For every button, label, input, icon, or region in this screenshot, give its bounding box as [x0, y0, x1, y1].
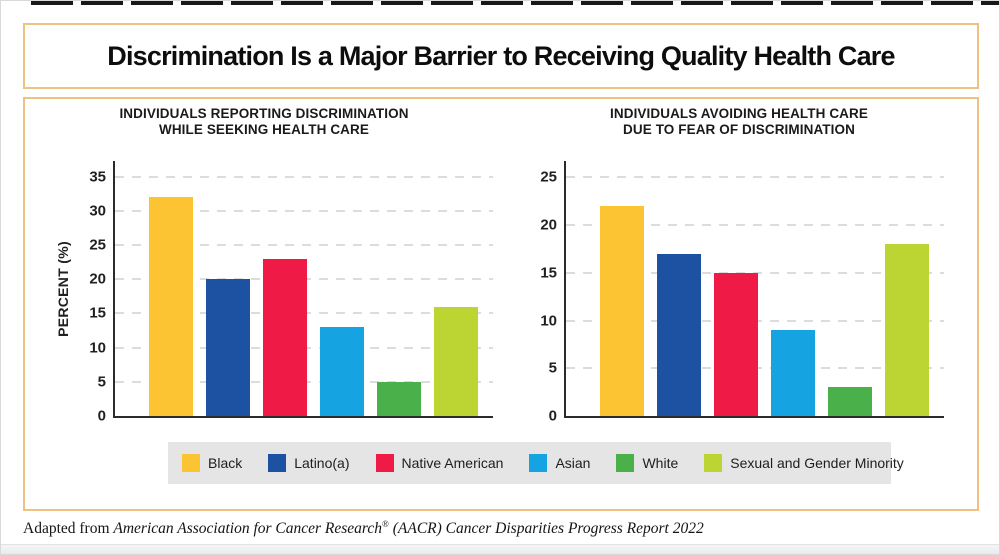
right-chart-yaxis-ticks: 0 5 10 15 20 25	[507, 161, 557, 424]
bar-black	[149, 197, 193, 416]
left-chart-yaxis-ticks: 0 5 10 15 20 25 30 35	[56, 161, 106, 423]
legend-label: Asian	[555, 455, 591, 471]
y-tick-label: 0	[97, 407, 106, 425]
bar-latino-a-	[206, 279, 250, 416]
citation-prefix: Adapted from	[23, 520, 114, 538]
legend-label: Black	[208, 455, 243, 471]
legend-swatch-latino-a-	[268, 454, 287, 472]
legend-label: Latino(a)	[294, 455, 350, 471]
gridline	[115, 209, 493, 212]
legend-item: Sexual and Gender Minority	[704, 454, 904, 472]
left-chart-title-line1: INDIVIDUALS REPORTING DISCRIMINATION	[119, 106, 409, 121]
legend-swatch-asian	[529, 454, 548, 472]
y-tick-label: 30	[89, 202, 106, 220]
y-tick-label: 5	[548, 359, 557, 377]
legend-item: White	[616, 454, 678, 472]
legend-swatch-sexual-and-gender-minority	[704, 454, 723, 472]
bar-native-american	[714, 272, 758, 416]
right-chart-plot	[564, 161, 944, 418]
legend: Black Latino(a) Native American Asian White S…	[168, 442, 904, 484]
bar-asian	[320, 327, 364, 416]
y-tick-label: 20	[540, 216, 557, 234]
gridline	[566, 224, 944, 226]
left-chart-title-line2: WHILE SEEKING HEALTH CARE	[158, 122, 369, 137]
top-edge-artifact	[31, 1, 999, 5]
gridline	[115, 244, 493, 247]
y-tick-label: 15	[89, 304, 106, 322]
registered-trademark-symbol: ®	[382, 519, 389, 529]
gridline	[566, 176, 944, 179]
bar-sexual-and-gender-minority	[885, 244, 929, 416]
legend-item: Native American	[375, 454, 504, 472]
bar-native-american	[263, 258, 307, 416]
bar-latino-a-	[657, 253, 701, 416]
citation-report: (AACR) Cancer Disparities Progress Repor…	[388, 520, 704, 538]
left-chart-title: INDIVIDUALS REPORTING DISCRIMINATION WHI…	[25, 106, 503, 138]
gridline	[115, 175, 493, 178]
right-chart-title: INDIVIDUALS AVOIDING HEALTH CARE DUE TO …	[503, 106, 975, 138]
y-tick-label: 25	[540, 168, 557, 186]
charts-panel: INDIVIDUALS REPORTING DISCRIMINATION WHI…	[23, 97, 979, 511]
right-chart-title-line2: DUE TO FEAR OF DISCRIMINATION	[623, 122, 855, 137]
bar-white	[828, 387, 872, 416]
bar-white	[377, 381, 421, 416]
right-chart-title-line1: INDIVIDUALS AVOIDING HEALTH CARE	[610, 106, 868, 121]
legend-swatch-native-american	[375, 454, 394, 472]
legend-swatch-black	[182, 454, 200, 472]
bar-asian	[771, 330, 815, 416]
source-citation: Adapted from American Association for Ca…	[23, 519, 704, 538]
y-tick-label: 20	[89, 270, 106, 288]
y-tick-label: 35	[89, 168, 106, 186]
bottom-edge-band	[1, 544, 999, 554]
legend-label: Sexual and Gender Minority	[730, 455, 904, 471]
y-tick-label: 10	[89, 339, 106, 357]
legend-item: Latino(a)	[268, 454, 350, 472]
left-chart-plot	[113, 161, 493, 418]
citation-source: American Association for Cancer Research	[113, 520, 383, 538]
y-tick-label: 5	[97, 373, 106, 391]
title-box: Discrimination Is a Major Barrier to Rec…	[23, 23, 979, 89]
y-tick-label: 15	[540, 264, 557, 282]
legend-item: Asian	[529, 454, 590, 472]
legend-item: Black	[182, 454, 242, 472]
bar-black	[600, 205, 644, 416]
legend-label: White	[642, 455, 679, 471]
y-tick-label: 10	[540, 312, 557, 329]
legend-label: Native American	[401, 455, 504, 471]
page-title: Discrimination Is a Major Barrier to Rec…	[107, 40, 895, 71]
legend-swatch-white	[616, 454, 635, 472]
y-tick-label: 0	[548, 407, 557, 425]
bar-sexual-and-gender-minority	[434, 306, 478, 416]
y-tick-label: 25	[89, 236, 106, 254]
